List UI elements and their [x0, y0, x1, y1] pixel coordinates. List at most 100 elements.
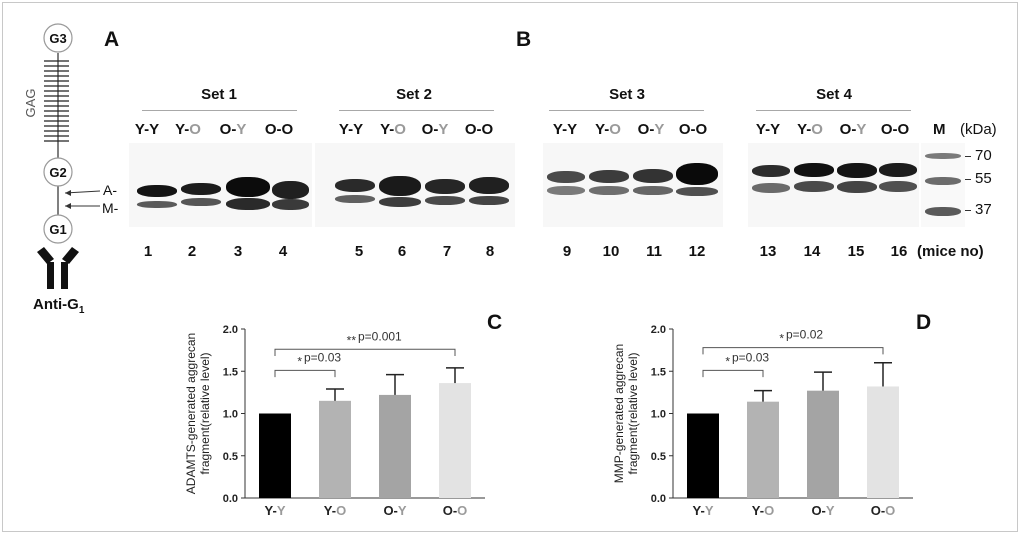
group-label: O-O	[678, 121, 708, 138]
mw-label-55: 55	[975, 170, 992, 187]
bar	[747, 401, 779, 498]
group-label: O-Y	[637, 121, 665, 138]
lane-number: 15	[847, 243, 865, 260]
mw-label-70: 70	[975, 147, 992, 164]
bar	[867, 386, 899, 498]
significance-stars: *	[779, 332, 784, 346]
g1-domain	[43, 214, 73, 244]
p-value-label: p=0.03	[732, 350, 769, 364]
group-label: O-O	[264, 121, 294, 138]
group-label: O-Y	[839, 121, 867, 138]
antibody-icon	[37, 247, 79, 289]
bar-chart-d: MMP-generated aggrecanfragment(relative …	[612, 324, 913, 518]
significance-stars: *	[725, 354, 730, 368]
significance-bracket	[702, 369, 764, 378]
x-tick-label: O-Y	[811, 503, 834, 518]
y-tick-label: 1.0	[651, 409, 666, 421]
significance-bracket	[274, 348, 456, 357]
lane-number: 2	[187, 243, 197, 260]
p-value-label: p=0.02	[786, 328, 823, 342]
significance-stars: **	[347, 333, 357, 347]
marker-lane-label: M	[933, 121, 946, 138]
blot-image-set-1	[129, 143, 312, 227]
bar	[259, 413, 291, 498]
y-tick-label: 0.0	[223, 493, 238, 505]
y-tick-label: 0.0	[651, 493, 666, 505]
lane-number: 6	[397, 243, 407, 260]
lane-number: 11	[646, 243, 662, 260]
set-title-2: Set 2	[396, 86, 432, 103]
x-tick-label: O-O	[871, 503, 896, 518]
group-label: Y-Y	[552, 121, 578, 138]
set-title-3: Set 3	[609, 86, 645, 103]
significance-stars: *	[297, 354, 302, 368]
x-tick-label: O-O	[443, 503, 468, 518]
lane-number: 7	[442, 243, 452, 260]
group-label: Y-Y	[134, 121, 160, 138]
y-tick-label: 1.5	[223, 366, 238, 378]
panel-label-b: B	[516, 28, 532, 51]
panel-label-a: A	[104, 28, 120, 51]
lane-number: 1	[143, 243, 153, 260]
group-label: O-Y	[219, 121, 247, 138]
m-cleavage-label: M-	[102, 200, 119, 216]
x-tick-label: Y-Y	[265, 503, 286, 518]
group-label: Y-O	[380, 121, 406, 138]
g2-domain	[43, 157, 73, 187]
g3-label: G3	[49, 31, 66, 46]
y-tick-label: 1.0	[223, 409, 238, 421]
p-value-label: p=0.03	[304, 350, 341, 364]
panel-label-d: D	[916, 311, 932, 334]
panel-label-c: C	[487, 311, 503, 334]
x-tick-label: O-Y	[383, 503, 406, 518]
blot-marker-lane	[921, 143, 965, 227]
bar	[439, 383, 471, 498]
x-tick-label: Y-O	[752, 503, 774, 518]
blot-image-set-3	[543, 143, 723, 227]
mw-label-37: 37	[975, 201, 992, 218]
y-tick-label: 0.5	[651, 451, 666, 463]
set-title-4: Set 4	[816, 86, 852, 103]
group-label: Y-O	[595, 121, 621, 138]
set-title-1: Set 1	[201, 86, 237, 103]
group-label: Y-O	[175, 121, 201, 138]
y-tick-label: 2.0	[223, 324, 238, 336]
significance-bracket	[274, 369, 336, 378]
gag-label: GAG	[23, 89, 38, 118]
lane-number: 9	[562, 243, 572, 260]
significance-bracket	[702, 347, 884, 355]
lane-number: 12	[688, 243, 706, 260]
set-divider-2	[339, 110, 494, 111]
bar-chart-c: ADAMTS-generated aggrecanfragment(relati…	[184, 324, 485, 518]
set-divider-4	[756, 110, 911, 111]
y-axis-title: ADAMTS-generated aggrecanfragment(relati…	[184, 333, 212, 494]
set-divider-3	[549, 110, 704, 111]
a-cleavage-label: A-	[103, 182, 117, 198]
kda-label: (kDa)	[960, 121, 997, 138]
set-divider-1	[142, 110, 297, 111]
bar	[687, 413, 719, 498]
g3-domain	[43, 23, 73, 53]
aggrecan-diagram: G3 G2 G1 GAG A- M- Anti-G1	[23, 23, 119, 316]
group-label: O-O	[464, 121, 494, 138]
lane-number: 13	[759, 243, 777, 260]
antibody-label: Anti-G1	[33, 296, 85, 316]
lane-number: 8	[485, 243, 495, 260]
lane-number: 4	[278, 243, 288, 260]
bar	[807, 390, 839, 498]
lane-number: 10	[602, 243, 620, 260]
group-label: Y-Y	[755, 121, 781, 138]
group-label: O-O	[880, 121, 910, 138]
lane-number: 3	[233, 243, 243, 260]
g2-label: G2	[49, 165, 66, 180]
group-label: O-Y	[421, 121, 449, 138]
blot-image-set-2	[315, 143, 515, 227]
group-label: Y-O	[797, 121, 823, 138]
g1-label: G1	[49, 222, 66, 237]
y-tick-label: 2.0	[651, 324, 666, 336]
lane-number: 14	[803, 243, 821, 260]
lanes-caption: (mice no)	[917, 243, 984, 260]
x-tick-label: Y-O	[324, 503, 346, 518]
bar	[379, 394, 411, 498]
